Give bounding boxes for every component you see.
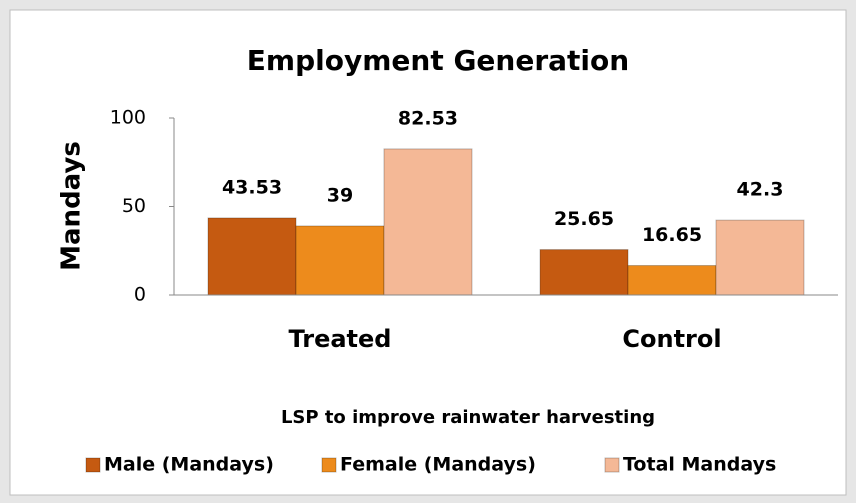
data-label: 25.65 (554, 208, 614, 230)
y-tick-label: 100 (110, 107, 146, 129)
legend-swatch (85, 457, 101, 473)
bar (207, 217, 297, 296)
legend-swatch (321, 457, 337, 473)
bar (383, 148, 473, 296)
data-label: 16.65 (642, 224, 702, 246)
legend-swatch (604, 457, 620, 473)
legend-label: Total Mandays (623, 454, 776, 476)
data-label: 39 (327, 184, 353, 206)
x-tick-label: Treated (289, 325, 392, 353)
chart-title: Employment Generation (247, 44, 629, 77)
data-label: 43.53 (222, 176, 282, 198)
data-label: 42.3 (737, 179, 784, 201)
y-tick-label: 50 (122, 195, 146, 217)
bar (627, 265, 717, 296)
x-tick-label: Control (622, 325, 721, 353)
y-tick-label: 0 (134, 284, 146, 306)
bar (715, 219, 805, 296)
bar (295, 225, 385, 296)
legend-label: Female (Mandays) (340, 454, 536, 476)
legend-label: Male (Mandays) (104, 454, 274, 476)
bar (539, 249, 629, 296)
x-axis-label: LSP to improve rainwater harvesting (281, 407, 655, 428)
y-axis-label: Mandays (57, 141, 87, 271)
data-label: 82.53 (398, 107, 458, 129)
